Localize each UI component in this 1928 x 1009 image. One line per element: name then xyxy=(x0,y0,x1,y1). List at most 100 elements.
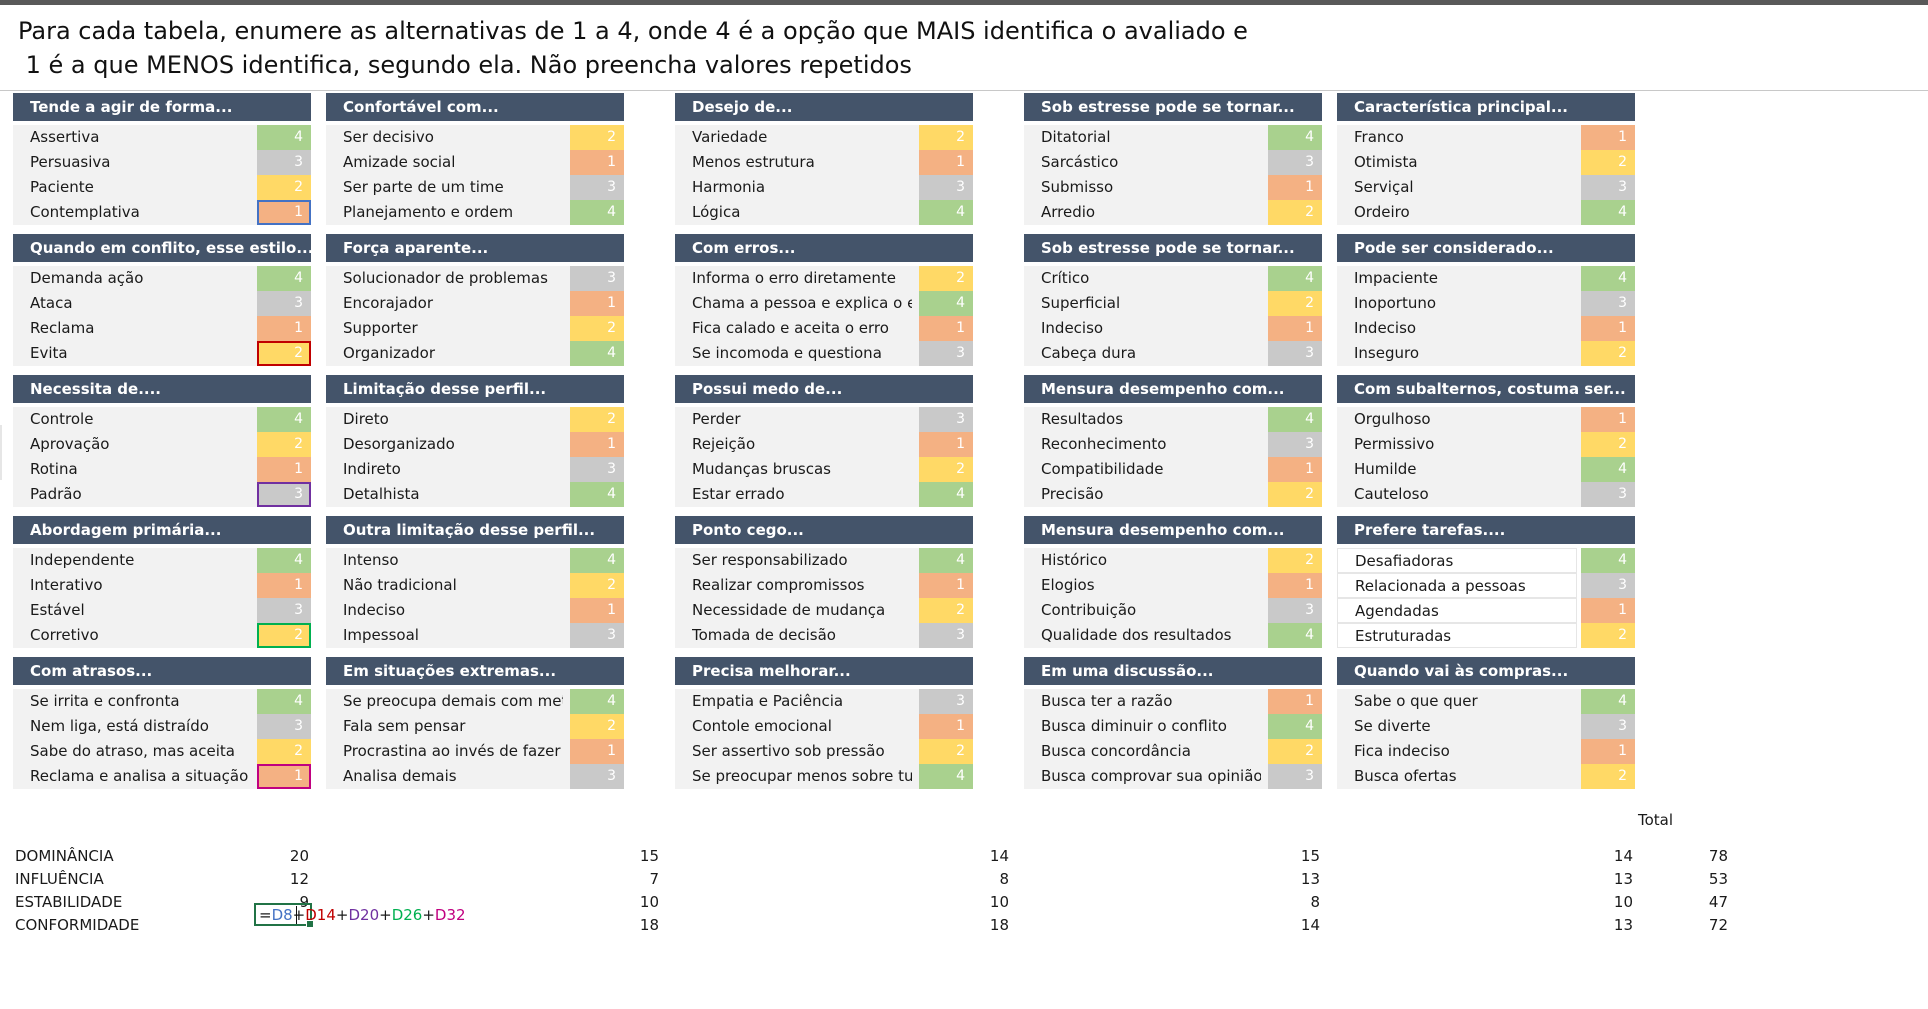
option-rank-cell[interactable]: 4 xyxy=(257,548,311,573)
option-rank-cell[interactable]: 3 xyxy=(570,764,624,789)
option-rank-cell[interactable]: 4 xyxy=(257,689,311,714)
option-rank-cell[interactable]: 4 xyxy=(257,125,311,150)
option-rank-cell[interactable]: 2 xyxy=(1581,341,1635,366)
option-rank-cell[interactable]: 4 xyxy=(1268,407,1322,432)
option-rank-cell[interactable]: 3 xyxy=(1581,482,1635,507)
option-rank-cell[interactable]: 2 xyxy=(1268,739,1322,764)
option-rank-cell[interactable]: 1 xyxy=(1268,316,1322,341)
option-rank-cell[interactable]: 2 xyxy=(257,432,311,457)
option-rank-cell[interactable]: 3 xyxy=(919,341,973,366)
option-rank-cell[interactable]: 1 xyxy=(1581,739,1635,764)
option-rank-cell[interactable]: 1 xyxy=(570,291,624,316)
option-rank-cell[interactable]: 1 xyxy=(1581,316,1635,341)
summary-value[interactable]: 14 xyxy=(989,847,1009,865)
option-rank-cell[interactable]: 3 xyxy=(1581,573,1635,598)
summary-value[interactable]: 10 xyxy=(1613,893,1633,911)
option-rank-cell[interactable]: 1 xyxy=(1268,457,1322,482)
option-rank-cell[interactable]: 4 xyxy=(570,200,624,225)
summary-value[interactable]: 13 xyxy=(1613,916,1633,934)
option-rank-cell[interactable]: 3 xyxy=(919,623,973,648)
option-rank-cell[interactable]: 4 xyxy=(1268,266,1322,291)
option-rank-cell[interactable]: 3 xyxy=(1581,291,1635,316)
option-rank-cell[interactable]: 3 xyxy=(1581,175,1635,200)
option-rank-cell[interactable]: 1 xyxy=(257,200,311,225)
option-rank-cell[interactable]: 1 xyxy=(570,432,624,457)
option-rank-cell[interactable]: 4 xyxy=(257,266,311,291)
option-rank-cell[interactable]: 3 xyxy=(257,291,311,316)
option-rank-cell[interactable]: 2 xyxy=(919,598,973,623)
option-rank-cell[interactable]: 4 xyxy=(1581,548,1635,573)
option-rank-cell[interactable]: 2 xyxy=(1581,150,1635,175)
option-rank-cell[interactable]: 3 xyxy=(919,175,973,200)
option-rank-cell[interactable]: 3 xyxy=(1581,714,1635,739)
option-rank-cell[interactable]: 3 xyxy=(570,175,624,200)
option-rank-cell[interactable]: 4 xyxy=(919,764,973,789)
option-rank-cell[interactable]: 3 xyxy=(570,266,624,291)
option-rank-cell[interactable]: 2 xyxy=(257,623,311,648)
option-rank-cell[interactable]: 1 xyxy=(257,457,311,482)
option-rank-cell[interactable]: 1 xyxy=(257,573,311,598)
option-rank-cell[interactable]: 2 xyxy=(570,316,624,341)
option-rank-cell[interactable]: 2 xyxy=(919,739,973,764)
option-rank-cell[interactable]: 4 xyxy=(1581,200,1635,225)
option-rank-cell[interactable]: 2 xyxy=(1581,432,1635,457)
option-rank-cell[interactable]: 3 xyxy=(257,150,311,175)
option-rank-cell[interactable]: 1 xyxy=(919,573,973,598)
summary-value[interactable]: 7 xyxy=(649,870,659,888)
option-rank-cell[interactable]: 1 xyxy=(1268,689,1322,714)
option-rank-cell[interactable]: 2 xyxy=(1268,548,1322,573)
active-cell-conformidade[interactable] xyxy=(254,903,314,928)
option-rank-cell[interactable]: 2 xyxy=(1581,764,1635,789)
option-rank-cell[interactable]: 2 xyxy=(257,341,311,366)
option-rank-cell[interactable]: 3 xyxy=(1268,341,1322,366)
option-rank-cell[interactable]: 1 xyxy=(919,714,973,739)
option-rank-cell[interactable]: 4 xyxy=(570,689,624,714)
option-rank-cell[interactable]: 2 xyxy=(570,573,624,598)
summary-value[interactable]: 12 xyxy=(289,870,309,888)
option-rank-cell[interactable]: 1 xyxy=(919,316,973,341)
option-rank-cell[interactable]: 2 xyxy=(570,714,624,739)
option-rank-cell[interactable]: 1 xyxy=(257,764,311,789)
option-rank-cell[interactable]: 4 xyxy=(1581,457,1635,482)
option-rank-cell[interactable]: 1 xyxy=(570,598,624,623)
option-rank-cell[interactable]: 4 xyxy=(1268,714,1322,739)
summary-total[interactable]: 78 xyxy=(1708,847,1728,865)
option-rank-cell[interactable]: 3 xyxy=(919,407,973,432)
option-rank-cell[interactable]: 2 xyxy=(919,457,973,482)
option-rank-cell[interactable]: 1 xyxy=(570,150,624,175)
option-rank-cell[interactable]: 2 xyxy=(1268,482,1322,507)
option-rank-cell[interactable]: 2 xyxy=(570,407,624,432)
option-rank-cell[interactable]: 2 xyxy=(1581,623,1635,648)
option-rank-cell[interactable]: 3 xyxy=(1268,150,1322,175)
formula-editor[interactable]: =D8+D14+D20+D26+D32 xyxy=(259,905,466,925)
option-rank-cell[interactable]: 3 xyxy=(1268,432,1322,457)
option-rank-cell[interactable]: 4 xyxy=(919,291,973,316)
summary-total[interactable]: 53 xyxy=(1708,870,1728,888)
option-rank-cell[interactable]: 4 xyxy=(919,548,973,573)
option-rank-cell[interactable]: 4 xyxy=(1581,689,1635,714)
option-rank-cell[interactable]: 2 xyxy=(919,125,973,150)
summary-value[interactable]: 10 xyxy=(639,893,659,911)
summary-total[interactable]: 47 xyxy=(1708,893,1728,911)
summary-value[interactable]: 18 xyxy=(989,916,1009,934)
option-rank-cell[interactable]: 3 xyxy=(257,482,311,507)
option-rank-cell[interactable]: 1 xyxy=(1268,175,1322,200)
option-rank-cell[interactable]: 4 xyxy=(570,482,624,507)
option-rank-cell[interactable]: 4 xyxy=(570,548,624,573)
option-rank-cell[interactable]: 1 xyxy=(919,432,973,457)
summary-value[interactable]: 20 xyxy=(289,847,309,865)
summary-value[interactable]: 15 xyxy=(1300,847,1320,865)
option-rank-cell[interactable]: 1 xyxy=(1268,573,1322,598)
option-rank-cell[interactable]: 4 xyxy=(570,341,624,366)
option-rank-cell[interactable]: 1 xyxy=(257,316,311,341)
option-rank-cell[interactable]: 1 xyxy=(919,150,973,175)
option-rank-cell[interactable]: 2 xyxy=(257,739,311,764)
option-rank-cell[interactable]: 3 xyxy=(257,598,311,623)
option-rank-cell[interactable]: 2 xyxy=(919,266,973,291)
option-rank-cell[interactable]: 1 xyxy=(1581,598,1635,623)
summary-value[interactable]: 8 xyxy=(1310,893,1320,911)
fill-handle[interactable] xyxy=(306,920,314,928)
option-rank-cell[interactable]: 4 xyxy=(1581,266,1635,291)
option-rank-cell[interactable]: 2 xyxy=(1268,291,1322,316)
summary-value[interactable]: 14 xyxy=(1613,847,1633,865)
